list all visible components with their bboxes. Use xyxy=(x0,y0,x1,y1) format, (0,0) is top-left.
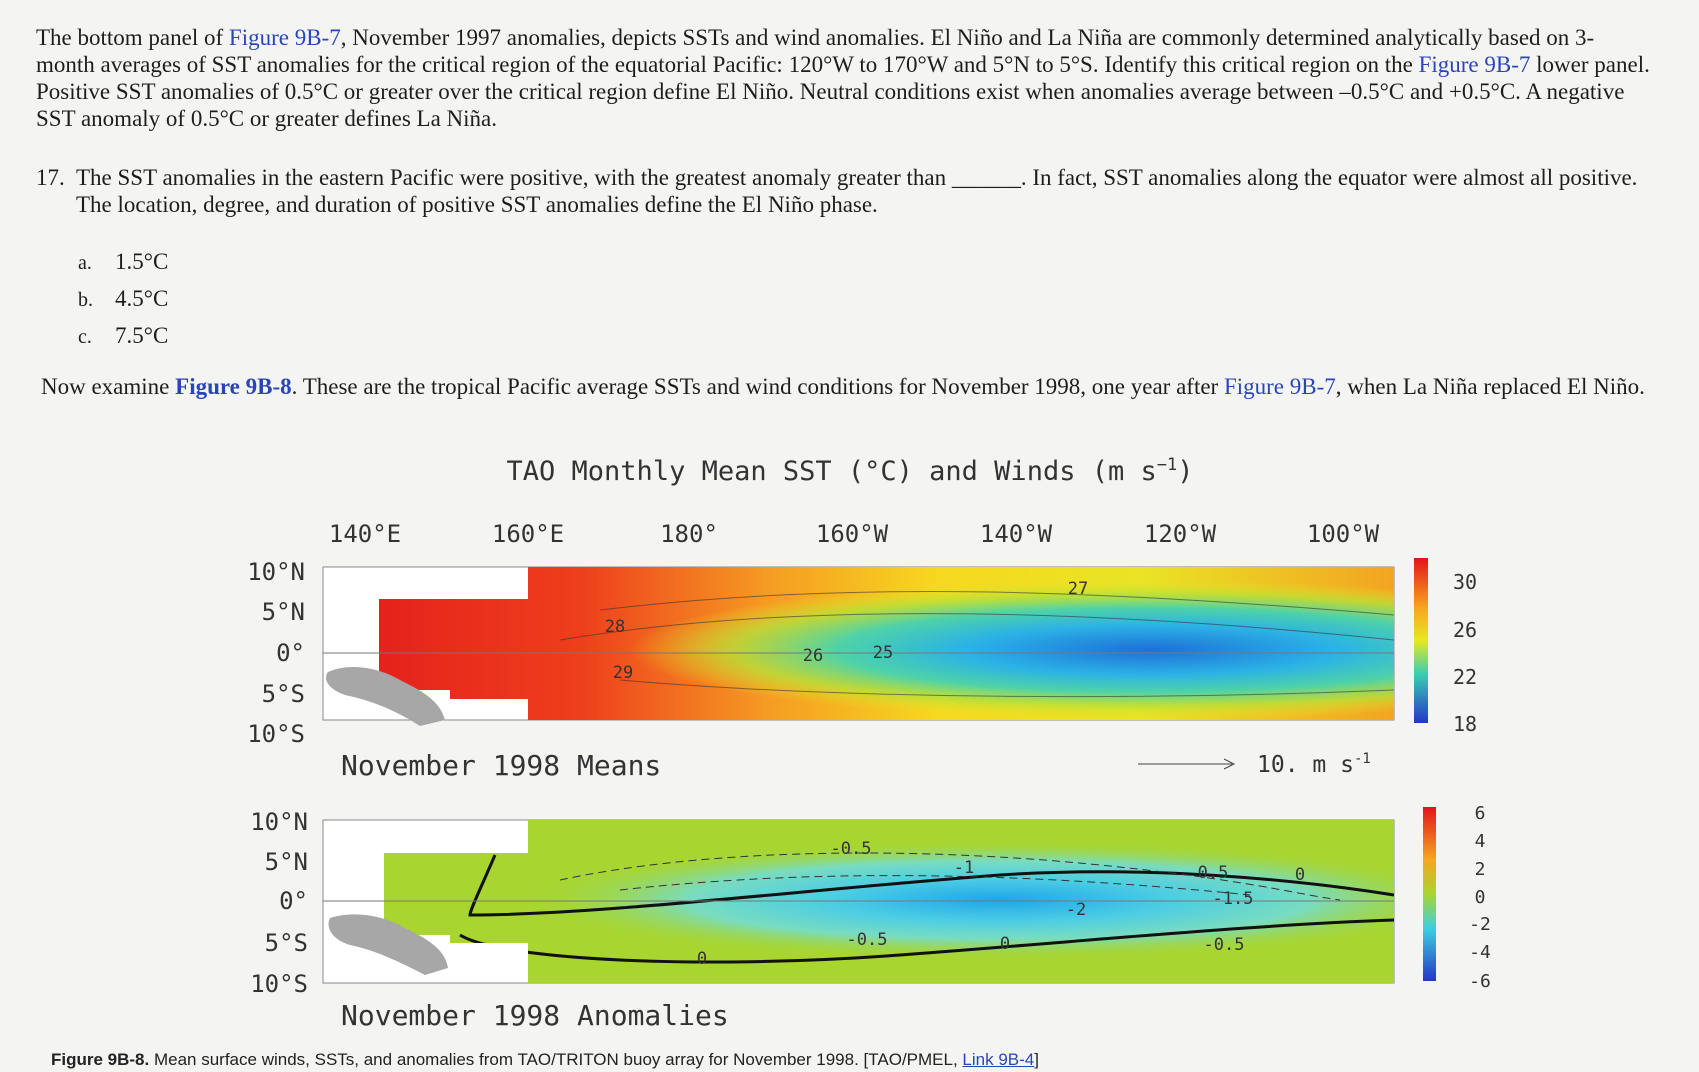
latitude-label: 5°N xyxy=(262,598,305,626)
option-letter: b. xyxy=(78,289,93,311)
caption-label: Figure 9B-8. xyxy=(51,1050,150,1069)
colorbar-tick-label: 18 xyxy=(1453,712,1477,736)
option-text: 4.5°C xyxy=(115,286,169,311)
colorbar-tick-label: -2 xyxy=(1469,914,1491,935)
longitude-label: 160°E xyxy=(492,520,564,548)
figure-link[interactable]: Figure 9B-7 xyxy=(1223,374,1336,399)
text: lower panel. Positive SST anomalies of 0… xyxy=(36,52,1650,131)
text: Now examine xyxy=(41,374,176,399)
option-text: 1.5°C xyxy=(115,249,169,274)
figure-title: TAO Monthly Mean SST (°C) and Winds (m s… xyxy=(507,455,1194,487)
scale-label: 10. m s-1 xyxy=(1257,751,1371,778)
colorbar-tick-label: -6 xyxy=(1469,971,1491,992)
sst-field xyxy=(379,567,1394,720)
option: c. 7.5°C xyxy=(78,322,168,351)
question-text: The SST anomalies in the eastern Pacific… xyxy=(76,165,1638,217)
caption: Figure 9B-8. Mean surface winds, SSTs, a… xyxy=(51,1050,1039,1070)
contour-label: -0.5 xyxy=(847,930,888,950)
figure-link[interactable]: Figure 9B-7 xyxy=(1418,52,1531,77)
colorbar-tick-label: 2 xyxy=(1475,859,1486,880)
contour-label: 0 xyxy=(697,949,707,969)
longitude-label: 140°W xyxy=(980,520,1053,548)
latitude-label: 10°N xyxy=(250,808,308,836)
latitude-label: 5°S xyxy=(265,929,308,957)
title-sup: −1 xyxy=(1157,455,1177,475)
longitude-label: 180° xyxy=(660,520,718,548)
intro-paragraph: The bottom panel of Figure 9B-7, Novembe… xyxy=(36,24,1651,132)
colorbar xyxy=(1414,558,1428,723)
colorbar-tick-label: 26 xyxy=(1453,618,1477,642)
contour-label: -0.5 xyxy=(831,839,872,859)
longitude-label: 140°E xyxy=(329,520,401,548)
caption-text: ] xyxy=(1034,1050,1039,1069)
contour-label: 27 xyxy=(1068,579,1088,599)
text: , when La Niña replaced El Niño. xyxy=(1335,374,1645,399)
contour-label: -1 xyxy=(954,858,974,878)
caption-link[interactable]: Link 9B-4 xyxy=(962,1050,1035,1069)
title-text: TAO Monthly Mean SST (°C) and Winds (m s xyxy=(507,456,1157,487)
colorbar-tick-label: 0 xyxy=(1475,887,1486,908)
option-text: 7.5°C xyxy=(115,323,169,348)
latitude-label: 0° xyxy=(276,639,305,667)
contour-label: 0 xyxy=(1295,865,1305,885)
examine-paragraph: Now examine Figure 9B-8. These are the t… xyxy=(41,373,1651,400)
text: The bottom panel of xyxy=(36,25,229,50)
panel-label: November 1998 Anomalies xyxy=(341,999,729,1032)
longitude-label: 120°W xyxy=(1144,520,1217,548)
longitude-label: 160°W xyxy=(816,520,889,548)
text: . These are the tropical Pacific average… xyxy=(291,374,1224,399)
contour-label: -1.5 xyxy=(1213,889,1254,909)
latitude-label: 5°N xyxy=(265,848,308,876)
contour-label: 28 xyxy=(605,617,625,637)
scale-sup: -1 xyxy=(1354,751,1371,767)
latitude-label: 10°S xyxy=(247,720,305,748)
figure-link[interactable]: Figure 9B-8 xyxy=(175,374,292,399)
option: b. 4.5°C xyxy=(78,285,168,314)
option: a. 1.5°C xyxy=(78,248,168,277)
title-text: ) xyxy=(1177,456,1193,487)
latitude-label: 10°S xyxy=(250,970,308,998)
scale-text: 10. m s xyxy=(1257,752,1354,778)
contour-label: 0 xyxy=(1000,934,1010,954)
colorbar-tick-label: 30 xyxy=(1453,570,1477,594)
latitude-label: 0° xyxy=(279,887,308,915)
question-number: 17. xyxy=(36,165,65,190)
text: , November 1997 anomalies, depicts SSTs … xyxy=(36,25,1595,77)
land xyxy=(325,666,445,726)
panel-label: November 1998 Means xyxy=(341,749,661,782)
contour-label: -0.5 xyxy=(1204,935,1245,955)
colorbar-tick-label: 22 xyxy=(1453,665,1477,689)
option-letter: c. xyxy=(78,326,92,348)
colorbar-tick-label: 6 xyxy=(1475,803,1486,824)
contour-label: 26 xyxy=(803,646,823,666)
caption-text: Mean surface winds, SSTs, and anomalies … xyxy=(149,1050,963,1069)
contour-label: 0.5 xyxy=(1198,863,1229,883)
contour-label: 25 xyxy=(873,643,893,663)
option-letter: a. xyxy=(78,252,92,274)
figure-link[interactable]: Figure 9B-7 xyxy=(228,25,341,50)
colorbar xyxy=(1423,807,1436,981)
longitude-label: 100°W xyxy=(1307,520,1380,548)
colorbar-tick-label: 4 xyxy=(1475,831,1486,852)
latitude-label: 10°N xyxy=(247,558,305,586)
contour-label: 29 xyxy=(613,663,633,683)
contour-label: -2 xyxy=(1066,900,1086,920)
colorbar-tick-label: -4 xyxy=(1469,942,1491,963)
land xyxy=(328,914,448,975)
latitude-label: 5°S xyxy=(262,680,305,708)
question: 17. The SST anomalies in the eastern Paci… xyxy=(36,164,1651,218)
